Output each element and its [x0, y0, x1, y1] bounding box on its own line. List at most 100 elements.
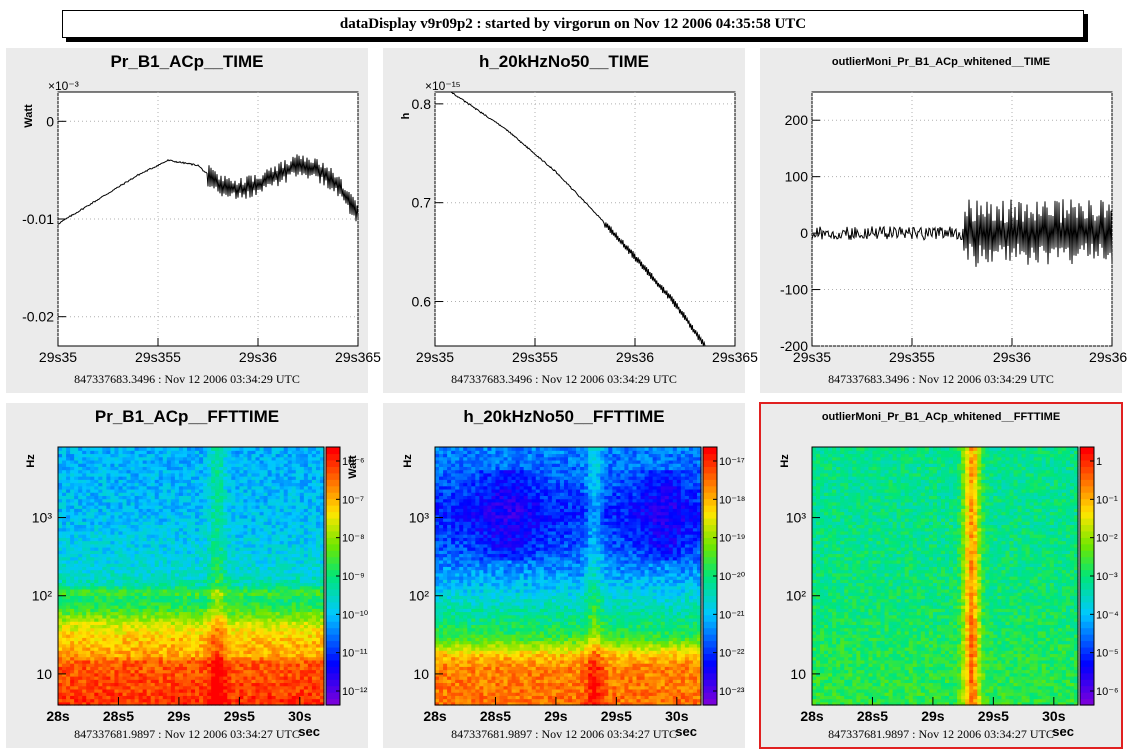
x-tick-label: 29s35 [793, 349, 831, 365]
panel-title: Pr_B1_ACp__FFTTIME [94, 407, 280, 426]
x-tick-label: 29s355 [889, 349, 935, 365]
chart-svg: 29s35 29s355 29s36 29s365 0 -0.01 -0.02 ×10⁻³ Wa… [22, 79, 381, 365]
y-axis-label: h [400, 112, 412, 119]
y-tick-label: -0.01 [22, 211, 54, 227]
x-tick-label: 29s5 [224, 708, 255, 724]
colorbar-label: 10⁻⁸ [342, 533, 365, 545]
x-tick-label: 29s35 [416, 349, 454, 365]
x-tick-label: 28s5 [857, 708, 888, 724]
y-axis-label: Hz [779, 454, 791, 468]
y-tick-label: 0 [800, 225, 808, 241]
y-tick-label: 0 [46, 113, 54, 129]
panel-title: outlierMoni_Pr_B1_ACp_whitened__TIME [831, 56, 1051, 68]
x-tick-label: 29s36 [616, 349, 654, 365]
plot-frame [811, 91, 1113, 347]
series-line [57, 154, 359, 225]
heatmap-cells [58, 447, 325, 706]
panel-timestamp: 847337681.9897 : Nov 12 2006 03:34:27 UT… [74, 727, 300, 741]
panel-outliermoni-ffttime[interactable]: outlierMoni_Pr_B1_ACp_whitened__FFTTIME … [759, 402, 1123, 749]
chart-svg: 28s 28s5 29s 29s5 30s 10 10² 10³ sec Hz 1 10⁻¹ 10⁻² 1… [779, 446, 1119, 739]
plot-frame [434, 91, 736, 347]
colorbar-label: 10⁻⁷ [342, 494, 364, 506]
x-tick-label: 30s [288, 708, 312, 724]
y-axis-label: Watt [23, 104, 35, 128]
y-tick-label: 10³ [32, 510, 53, 526]
panel-timestamp: 847337683.3496 : Nov 12 2006 03:34:29 UT… [74, 372, 300, 386]
panel-title: h_20kHzNo50__FFTTIME [463, 407, 665, 426]
x-tick-label: 28s5 [480, 708, 511, 724]
colorbar-label: 10⁻²² [719, 648, 745, 660]
x-tick-label: 28s [46, 708, 70, 724]
panel-timestamp: 847337681.9897 : Nov 12 2006 03:34:27 UT… [828, 727, 1054, 741]
colorbar [702, 446, 718, 706]
x-tick-label: 28s5 [103, 708, 134, 724]
colorbar-label: 10⁻² [1096, 533, 1118, 545]
colorbar-label: 10⁻⁵ [1096, 648, 1119, 660]
y-tick-label: 10² [409, 588, 430, 604]
window-title: dataDisplay v9r09p2 : started by virgoru… [62, 10, 1084, 38]
colorbar-label: 1 [1096, 456, 1102, 468]
y-tick-label: 0.7 [412, 195, 432, 211]
colorbar-label: 10⁻²³ [719, 686, 745, 698]
heatmap-cells [812, 447, 1079, 706]
colorbar-label: 10⁻⁹ [342, 571, 365, 583]
panel-h-20khzno50-time[interactable]: h_20kHzNo50__TIME 29s35 29s355 29s36 29s365… [383, 48, 758, 393]
x-tick-label: 28s [423, 708, 447, 724]
y-tick-label: 10 [36, 666, 52, 682]
x-axis-label: sec [675, 724, 697, 739]
panel-timestamp: 847337683.3496 : Nov 12 2006 03:34:29 UT… [451, 372, 677, 386]
chart-svg: 29s35 29s355 29s36 29s365 0.8 0.7 0.6 ×10⁻¹⁵ h [400, 79, 758, 365]
series-line [450, 91, 706, 347]
x-tick-label: 29s5 [601, 708, 632, 724]
y-tick-label: 0.8 [412, 96, 432, 112]
x-tick-label: 29s355 [135, 349, 181, 365]
x-tick-label: 29s365 [712, 349, 758, 365]
y-tick-label: 10² [786, 588, 807, 604]
chart-svg: 28s 28s5 29s 29s5 30s 10 10² 10³ sec Hz 10⁻⁶ 10⁻⁷ 10… [25, 446, 369, 739]
x-tick-label: 29s36 [239, 349, 277, 365]
y-multiplier: ×10⁻¹⁵ [425, 79, 461, 93]
plot-frame [434, 446, 702, 706]
colorbar-label: 10⁻²⁰ [719, 571, 746, 583]
panel-title: h_20kHzNo50__TIME [478, 52, 650, 71]
heatmap-cells [435, 447, 702, 706]
y-tick-label: -100 [780, 282, 808, 298]
y-multiplier: ×10⁻³ [48, 79, 79, 93]
x-tick-label: 29s5 [978, 708, 1009, 724]
y-axis-label: Hz [25, 454, 37, 468]
panel-outliermoni-time[interactable]: outlierMoni_Pr_B1_ACp_whitened__TIME 29s… [760, 48, 1127, 393]
x-tick-label: 30s [665, 708, 689, 724]
panel-title: Pr_B1_ACp__TIME [110, 52, 264, 71]
y-tick-label: 10³ [409, 510, 430, 526]
x-tick-label: 29s [167, 708, 191, 724]
panel-pr-b1-acp-time[interactable]: Pr_B1_ACp__TIME 29s35 29s355 29s36 29s365 0 -… [6, 48, 381, 393]
x-tick-label: 29s36 [993, 349, 1031, 365]
y-tick-label: 10² [32, 588, 53, 604]
chart-svg: 28s 28s5 29s 29s5 30s 10 10² 10³ sec Hz 10⁻¹⁷ 10⁻¹⁸… [402, 446, 746, 739]
colorbar-label: 10⁻¹¹ [342, 648, 368, 660]
y-tick-label: 10³ [786, 510, 807, 526]
x-tick-label: 30s [1042, 708, 1066, 724]
colorbar [1079, 446, 1095, 706]
panel-h-20khzno50-ffttime[interactable]: h_20kHzNo50__FFTTIME 28s 28s5 29s 29s5 30s 10… [383, 403, 746, 748]
colorbar-axis-label: Watt [347, 455, 359, 479]
chart-svg: 29s35 29s355 29s36 29s365 200 100 0 -100 -200 [780, 91, 1127, 365]
y-tick-label: 10 [790, 666, 806, 682]
plot-frame [811, 446, 1079, 706]
colorbar-label: 10⁻²¹ [719, 609, 745, 621]
y-tick-label: 0.6 [412, 294, 432, 310]
x-axis-label: sec [298, 724, 320, 739]
colorbar-label: 10⁻⁴ [1096, 609, 1119, 621]
colorbar-label: 10⁻¹⁷ [719, 456, 745, 468]
colorbar-label: 10⁻¹⁰ [342, 609, 369, 621]
colorbar-label: 10⁻⁶ [1096, 686, 1119, 698]
x-tick-label: 29s35 [39, 349, 77, 365]
x-tick-label: 29s [544, 708, 568, 724]
x-tick-label: 28s [800, 708, 824, 724]
y-tick-label: 10 [413, 666, 429, 682]
panel-pr-b1-acp-ffttime[interactable]: Pr_B1_ACp__FFTTIME 28s 28s5 29s 29s5 30s 10 10… [6, 403, 369, 748]
y-tick-label: -0.02 [22, 309, 54, 325]
panel-timestamp: 847337681.9897 : Nov 12 2006 03:34:27 UT… [451, 727, 677, 741]
y-tick-label: 200 [785, 112, 809, 128]
x-axis-label: sec [1052, 724, 1074, 739]
